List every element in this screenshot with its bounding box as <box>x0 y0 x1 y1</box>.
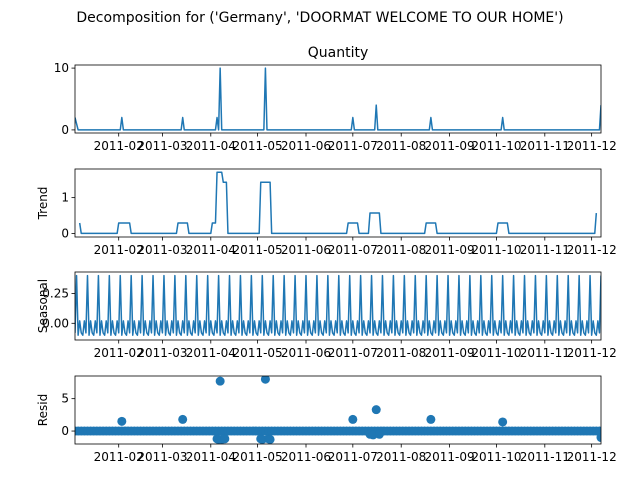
x-tick-label: 2011-02 <box>94 139 144 153</box>
resid-point <box>117 416 127 426</box>
panels: 2011-022011-032011-042011-052011-062011-… <box>36 45 617 464</box>
trend-data <box>78 171 598 235</box>
resid-data <box>75 376 601 444</box>
resid-point <box>260 376 270 384</box>
y-tick-label: 0 <box>61 226 69 240</box>
resid-point <box>215 376 225 386</box>
x-tick-label: 2011-10 <box>471 450 521 464</box>
y-tick-label: 0.25 <box>42 286 69 300</box>
resid-point <box>498 417 508 427</box>
x-tick-label: 2011-08 <box>376 450 426 464</box>
x-tick-label: 2011-10 <box>471 346 521 360</box>
x-tick-label: 2011-08 <box>376 139 426 153</box>
x-tick-label: 2011-03 <box>137 243 187 257</box>
resid-point <box>265 434 275 444</box>
resid-point <box>374 429 384 439</box>
quantity-title: Quantity <box>308 45 369 61</box>
seasonal-panel: 2011-022011-032011-042011-052011-062011-… <box>36 271 617 360</box>
y-tick-label: 5 <box>61 392 69 406</box>
y-tick-label: 0.00 <box>42 316 69 330</box>
x-tick-label: 2011-05 <box>233 243 283 257</box>
x-tick-label: 2011-09 <box>425 450 475 464</box>
x-tick-label: 2011-06 <box>281 346 331 360</box>
quantity-axes-frame <box>74 64 602 134</box>
x-tick-label: 2011-02 <box>94 243 144 257</box>
x-tick-label: 2011-04 <box>186 243 236 257</box>
x-tick-label: 2011-12 <box>567 243 617 257</box>
x-tick-label: 2011-07 <box>328 243 378 257</box>
x-tick-label: 2011-12 <box>567 346 617 360</box>
seasonal-axes-frame <box>74 271 602 341</box>
x-tick-label: 2011-07 <box>328 139 378 153</box>
resid-point <box>348 414 358 424</box>
trend-axes-frame <box>74 168 602 238</box>
figure-suptitle: Decomposition for ('Germany', 'DOORMAT W… <box>76 10 563 26</box>
seasonal-data <box>75 274 601 336</box>
resid-point <box>220 434 230 444</box>
y-tick-label: 0 <box>61 424 69 438</box>
x-tick-label: 2011-09 <box>425 243 475 257</box>
x-tick-label: 2011-04 <box>186 450 236 464</box>
x-tick-label: 2011-08 <box>376 243 426 257</box>
x-tick-label: 2011-12 <box>567 139 617 153</box>
quantity-panel: 2011-022011-032011-042011-052011-062011-… <box>54 45 617 153</box>
trend-series-line <box>78 171 598 235</box>
x-tick-label: 2011-05 <box>233 346 283 360</box>
x-tick-label: 2011-12 <box>567 450 617 464</box>
x-tick-label: 2011-03 <box>137 450 187 464</box>
resid-ylabel: Resid <box>36 394 50 426</box>
seasonal-series-line <box>75 274 601 336</box>
x-tick-label: 2011-05 <box>233 450 283 464</box>
resid-point <box>178 414 188 424</box>
x-tick-label: 2011-03 <box>137 346 187 360</box>
x-tick-label: 2011-02 <box>94 450 144 464</box>
x-tick-label: 2011-11 <box>520 139 570 153</box>
x-tick-label: 2011-10 <box>471 139 521 153</box>
x-tick-label: 2011-11 <box>520 346 570 360</box>
x-tick-label: 2011-06 <box>281 450 331 464</box>
quantity-series-line <box>75 67 601 131</box>
x-tick-label: 2011-06 <box>281 139 331 153</box>
resid-point <box>426 414 436 424</box>
x-tick-label: 2011-06 <box>281 243 331 257</box>
seasonal-ylabel: Seasonal <box>36 279 50 333</box>
x-tick-label: 2011-11 <box>520 243 570 257</box>
trend-ylabel: Trend <box>36 187 50 221</box>
quantity-data <box>75 67 601 131</box>
y-tick-label: 1 <box>61 191 69 205</box>
trend-panel: 2011-022011-032011-042011-052011-062011-… <box>36 168 617 257</box>
x-tick-label: 2011-05 <box>233 139 283 153</box>
x-tick-label: 2011-04 <box>186 139 236 153</box>
resid-point <box>596 433 601 443</box>
x-tick-label: 2011-02 <box>94 346 144 360</box>
x-tick-label: 2011-07 <box>328 450 378 464</box>
x-tick-label: 2011-11 <box>520 450 570 464</box>
x-tick-label: 2011-09 <box>425 139 475 153</box>
resid-panel: 2011-022011-032011-042011-052011-062011-… <box>36 375 617 464</box>
x-tick-label: 2011-08 <box>376 346 426 360</box>
x-tick-label: 2011-09 <box>425 346 475 360</box>
x-tick-label: 2011-10 <box>471 243 521 257</box>
x-tick-label: 2011-07 <box>328 346 378 360</box>
x-tick-label: 2011-04 <box>186 346 236 360</box>
y-tick-label: 10 <box>54 61 69 75</box>
resid-point <box>371 405 381 415</box>
resid-axes-frame <box>74 375 602 445</box>
x-tick-label: 2011-03 <box>137 139 187 153</box>
y-tick-label: 0 <box>61 123 69 137</box>
